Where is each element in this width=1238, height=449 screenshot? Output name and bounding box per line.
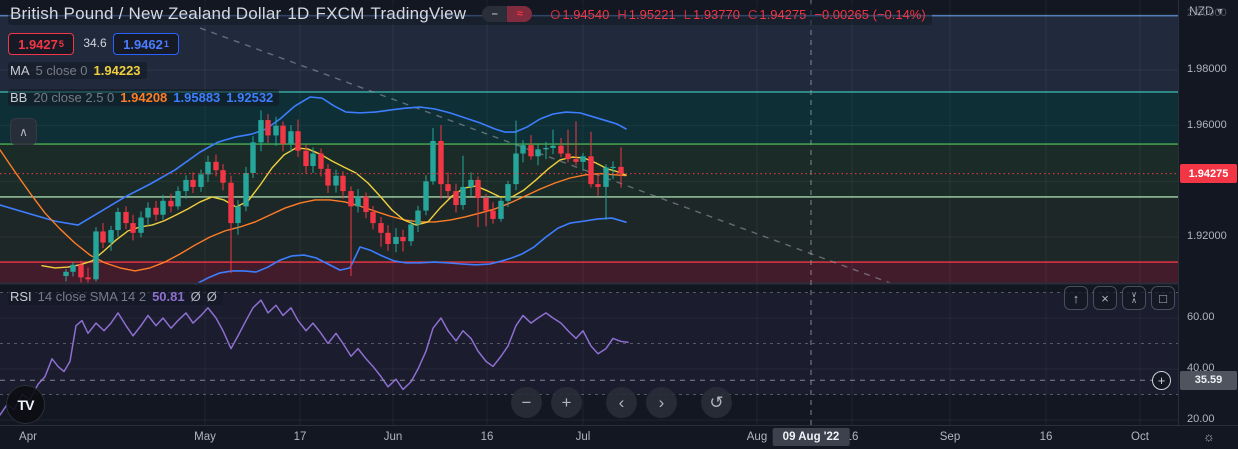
time-tick-label: Jun [383,431,403,443]
reset-icon: ↺ [709,392,724,412]
bb-upper-value: 1.95883 [173,90,221,105]
ma-params: 5 close 0 [35,63,88,78]
bb-lower-value: 1.92532 [226,90,274,105]
last-price-badge: 1.94275 [1180,164,1237,184]
time-tick-label: Aug [746,431,768,443]
brand-label: TradingView [370,4,467,23]
chart-canvas[interactable] [0,0,1178,425]
high-value: 1.95221 [628,6,676,22]
bb-basis-line [0,149,627,272]
rsi-crosshair-badge: 35.59 [1180,370,1237,390]
rsi-value: 50.81 [152,289,185,304]
supply-demand-zones [0,15,1178,285]
timeframe-label: 1D [287,4,310,23]
zoom-in-button[interactable]: + [551,387,582,418]
price-tick-label: 1.92000 [1187,230,1227,242]
trendline[interactable] [199,27,891,284]
currency-label: NZD [1189,4,1214,18]
bb-lower-line [195,217,627,285]
scroll-left-button[interactable]: ‹ [606,387,637,418]
bb-name: BB [10,90,28,105]
move-pane-up-button[interactable]: ↑ [1064,286,1088,310]
chevron-up-icon: ∧ [19,124,28,139]
time-tick-label: 17 [293,431,307,443]
rsi-tick-label: 20.00 [1187,413,1215,425]
theme-sun-icon[interactable]: ☼ [1203,429,1215,444]
ohlc-readout: O 1.94540 H 1.95221 L 1.93770 C 1.94275 −0.0… [550,7,925,22]
time-axis[interactable]: ☼ Apr May 17 Jun 16 Jul Aug 16 Sep 16 Oct 09 Aug '2… [0,425,1238,449]
change-value: −0.00265 (−0.14%) [814,6,926,22]
price-axis[interactable]: NZD ▾ 2.000001.980001.960001.940001.9200… [1178,0,1238,425]
rsi-tick-label: 60.00 [1187,311,1215,323]
wave-pill-icon: ≈ [507,6,533,22]
close-pane-button[interactable]: × [1093,286,1117,310]
crosshair-add-icon[interactable]: + [1152,371,1171,390]
price-tick-label: 1.96000 [1187,118,1227,131]
maximize-icon: □ [1159,290,1167,306]
ma-value: 1.94223 [93,63,141,78]
ma-indicator-legend[interactable]: MA 5 close 0 1.94223 [8,62,147,79]
buy-price: 1.9462 [123,36,163,52]
time-tick-label: Sep [939,431,961,443]
buy-button[interactable]: 1.9462 1 [113,33,179,55]
ma-name: MA [10,63,30,78]
collapse-legend-button[interactable]: ∧ [10,118,37,145]
price-tick-label: 2.00000 [1187,7,1227,20]
price-tick-label: 1.98000 [1187,63,1227,76]
rsi-params: 14 close SMA 14 2 [37,289,147,304]
arrow-up-icon: ↑ [1072,290,1080,306]
bb-upper-line [0,96,627,226]
sell-price: 1.9427 [18,36,58,52]
time-tick-label: 16 [1039,431,1053,443]
close-label: C [747,6,758,22]
sell-price-sup: 5 [58,39,64,49]
rsi-name: RSI [10,289,32,304]
crosshair-date-badge: 09 Aug '22 [772,428,850,446]
time-tick-label: Oct [1131,431,1149,443]
low-label: L [683,6,691,22]
spread-value: 34.6 [83,36,107,50]
buy-price-sup: 1 [163,39,169,49]
rsi-empty-icon2: Ø [206,289,217,304]
sell-button[interactable]: 1.9427 5 [8,33,74,55]
collapse-pane-button[interactable]: ∨ ∧ [1122,286,1146,310]
logo-text: TV [17,396,35,413]
open-value: 1.94540 [562,6,610,22]
chevron-right-icon: › [658,392,665,412]
scroll-right-button[interactable]: › [646,387,677,418]
chevron-down-icon: ▾ [1217,4,1224,18]
reset-view-button[interactable]: ↺ [701,387,732,418]
currency-selector[interactable]: NZD ▾ [1189,4,1223,18]
plus-icon: + [561,392,572,412]
bb-indicator-legend[interactable]: BB 20 close 2.5 0 1.94208 1.95883 1.9253… [8,89,280,106]
minus-pill-icon: – [482,6,508,22]
candlesticks[interactable] [63,110,624,285]
time-tick-label: 16 [480,431,494,443]
tradingview-logo[interactable]: TV [6,385,45,424]
maximize-pane-button[interactable]: □ [1151,286,1175,310]
close-icon: × [1101,290,1109,306]
rsi-indicator-legend[interactable]: RSI 14 close SMA 14 2 50.81 Ø Ø [8,288,223,305]
zoom-out-button[interactable]: − [511,387,542,418]
high-label: H [617,6,627,22]
time-tick-label: Apr [19,431,37,443]
open-label: O [550,6,561,22]
close-value: 1.94275 [759,6,807,22]
bb-basis-value: 1.94208 [120,90,168,105]
rsi-empty-icon: Ø [190,289,201,304]
exchange-label: FXCM [315,4,365,23]
symbol-legend[interactable]: British Pound / New Zealand Dollar 1D FX… [8,3,932,25]
replay-toggle[interactable]: – ≈ [482,6,533,22]
rsi-line [0,299,629,416]
symbol-title: British Pound / New Zealand Dollar [10,4,282,23]
time-tick-label: May [194,431,216,443]
collapse-icon: ∨ ∧ [1131,290,1137,305]
rsi-pane-controls: ↑ × ∨ ∧ □ [1064,286,1175,310]
chevron-left-icon: ‹ [618,392,625,412]
low-value: 1.93770 [692,6,740,22]
time-tick-label: Jul [575,431,591,443]
bb-params: 20 close 2.5 0 [33,90,115,105]
minus-icon: − [521,392,532,412]
